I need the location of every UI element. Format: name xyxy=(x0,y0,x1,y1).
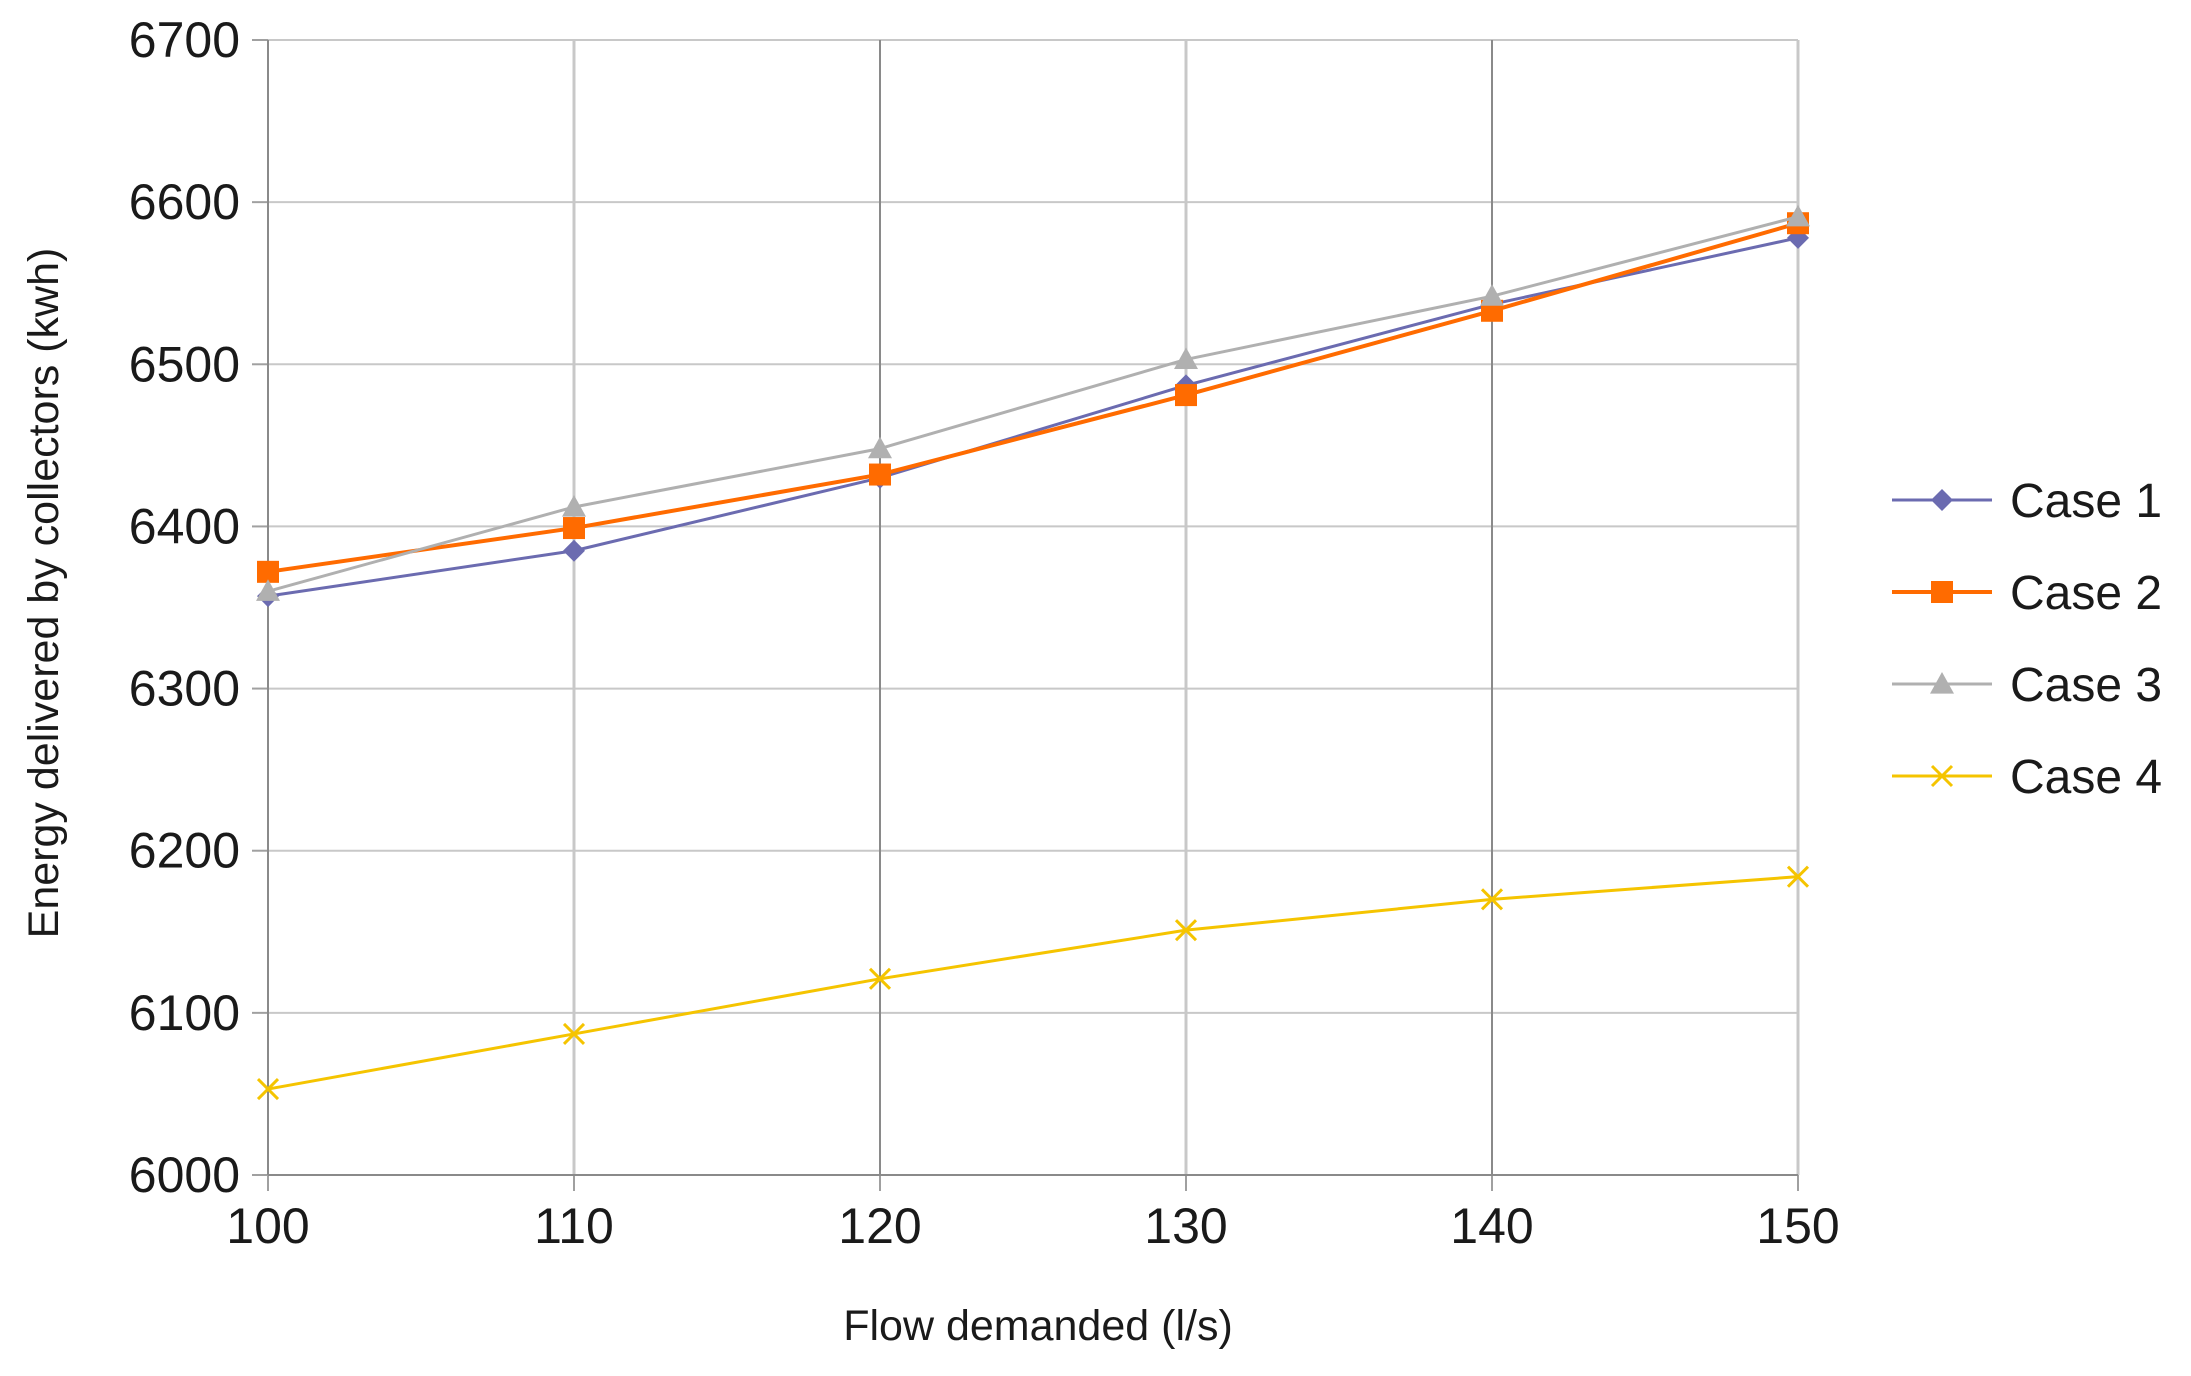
series-4 xyxy=(256,865,1810,1101)
legend-item: Case 4 xyxy=(1892,751,2162,804)
legend-item: Case 3 xyxy=(1892,659,2162,712)
legend-label: Case 4 xyxy=(2010,751,2162,804)
data-point xyxy=(869,463,891,486)
y-tick-label: 6700 xyxy=(129,12,240,68)
data-point xyxy=(562,1022,586,1046)
data-point xyxy=(562,494,586,517)
legend-label: Case 2 xyxy=(2010,567,2162,620)
data-point xyxy=(1480,888,1504,911)
tick-labels: 6000 6100 6200 6300 6400 6500 6600 6700 100 110 12… xyxy=(129,12,1840,1254)
y-tick-label: 6500 xyxy=(129,336,240,392)
data-point xyxy=(868,967,892,990)
series-lines xyxy=(256,204,1810,1101)
y-tick-label: 6000 xyxy=(129,1147,240,1203)
x-tick-label: 100 xyxy=(226,1198,309,1254)
x-tick-label: 150 xyxy=(1756,1198,1839,1254)
grid xyxy=(267,39,1800,1176)
y-axis-title: Energy delivered by collectors (kwh) xyxy=(20,248,68,939)
x-tick-label: 120 xyxy=(838,1198,921,1254)
data-point xyxy=(563,517,585,540)
x-tick-label: 140 xyxy=(1450,1198,1533,1254)
series-line xyxy=(267,875,1799,1091)
data-point xyxy=(256,579,280,601)
legend-item: Case 1 xyxy=(1892,475,2162,528)
series-line xyxy=(267,236,1799,598)
legend-label: Case 1 xyxy=(2010,475,2162,528)
series-1 xyxy=(257,226,1809,608)
data-point xyxy=(1174,919,1198,942)
series-line xyxy=(267,221,1799,574)
legend-marker xyxy=(1931,581,1953,603)
series-line xyxy=(267,215,1799,593)
data-point xyxy=(1786,204,1810,227)
y-tick-label: 6200 xyxy=(129,823,240,879)
data-point xyxy=(563,539,585,562)
legend-marker xyxy=(1930,764,1954,788)
x-axis-title: Flow demanded (l/s) xyxy=(843,1302,1233,1350)
legend: Case 1 Case 2 Case 3 Case 4 xyxy=(1892,475,2162,804)
data-point xyxy=(1786,865,1810,888)
legend-marker xyxy=(1930,672,1954,694)
y-tick-label: 6100 xyxy=(129,985,240,1041)
data-point xyxy=(256,1077,280,1101)
y-tick-label: 6300 xyxy=(129,661,240,717)
series-3 xyxy=(256,204,1810,601)
data-point xyxy=(868,436,892,459)
data-point xyxy=(1175,384,1197,407)
y-tick-label: 6600 xyxy=(129,174,240,230)
x-tick-label: 130 xyxy=(1144,1198,1227,1254)
data-point xyxy=(1480,284,1504,306)
legend-marker xyxy=(1931,489,1953,511)
legend-item: Case 2 xyxy=(1892,567,2162,620)
y-tick-label: 6400 xyxy=(129,498,240,554)
data-point xyxy=(257,560,279,583)
x-tick-label: 110 xyxy=(534,1198,614,1254)
data-point xyxy=(1174,347,1198,370)
legend-label: Case 3 xyxy=(2010,659,2162,712)
axes xyxy=(252,39,1799,1191)
